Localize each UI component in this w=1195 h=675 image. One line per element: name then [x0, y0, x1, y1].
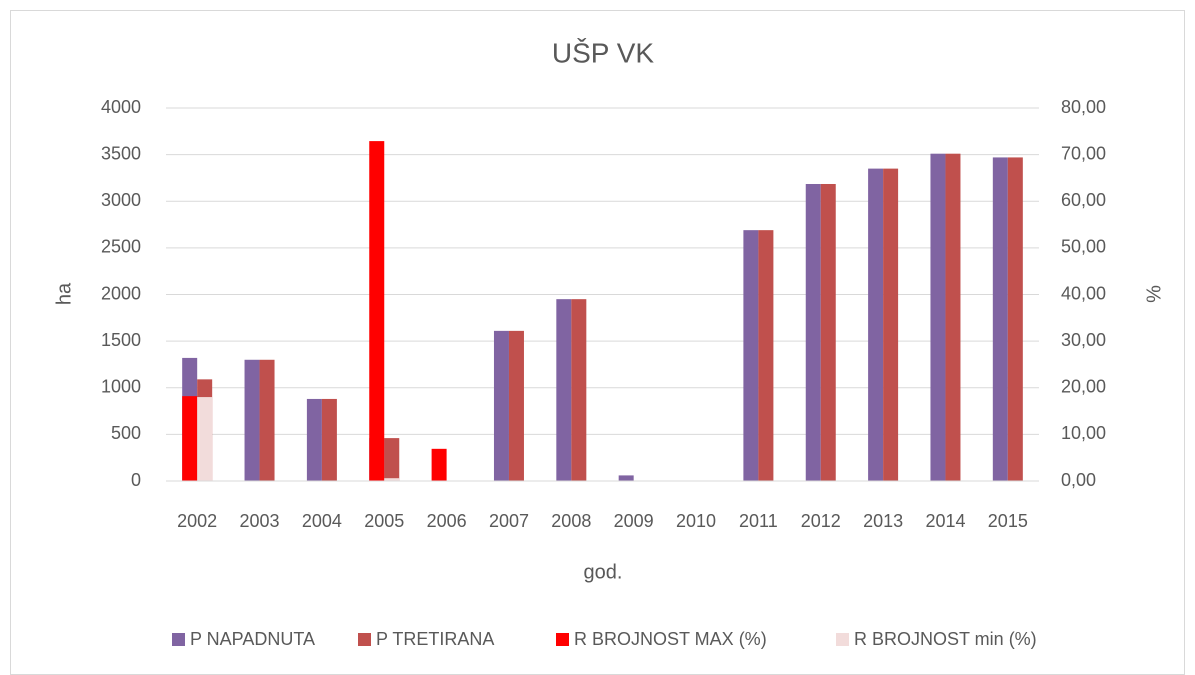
y-tick-label: 3500: [101, 143, 141, 163]
bar: [1007, 157, 1023, 482]
bar: [758, 230, 774, 481]
x-tick-label: 2005: [364, 511, 404, 531]
bar: [805, 183, 821, 481]
bar: [306, 398, 322, 481]
legend-label: P TRETIRANA: [376, 629, 494, 649]
y-axis-title: ha: [53, 282, 75, 305]
bar: [197, 397, 213, 481]
x-tick-label: 2004: [302, 511, 342, 531]
bar: [493, 330, 509, 481]
legend-label: R BROJNOST min (%): [854, 629, 1037, 649]
y2-tick-label: 30,00: [1061, 330, 1106, 350]
bar: [369, 141, 385, 481]
legend-swatch: [836, 633, 849, 646]
y-tick-label: 2500: [101, 237, 141, 257]
y-tick-label: 1000: [101, 377, 141, 397]
bar: [259, 359, 275, 481]
y2-tick-label: 70,00: [1061, 143, 1106, 163]
bar: [321, 398, 337, 481]
x-tick-label: 2010: [676, 511, 716, 531]
y2-tick-label: 50,00: [1061, 237, 1106, 257]
bar: [508, 330, 524, 481]
y-tick-label: 2000: [101, 283, 141, 303]
bar: [883, 168, 899, 482]
bar: [431, 448, 447, 481]
x-tick-label: 2008: [551, 511, 591, 531]
chart-frame: [10, 10, 1185, 675]
bar: [182, 396, 198, 481]
bar: [743, 230, 759, 481]
x-tick-label: 2012: [801, 511, 841, 531]
x-tick-label: 2006: [427, 511, 467, 531]
y-tick-label: 0: [131, 470, 141, 490]
bar: [384, 478, 400, 481]
y2-tick-label: 10,00: [1061, 423, 1106, 443]
y2-tick-label: 0,00: [1061, 470, 1096, 490]
x-tick-label: 2015: [988, 511, 1028, 531]
bar: [618, 475, 634, 481]
chart-title: UŠP VK: [552, 37, 655, 68]
bar: [820, 183, 836, 481]
bar: [384, 438, 400, 481]
y-tick-label: 4000: [101, 97, 141, 117]
x-axis-title: god.: [584, 561, 623, 583]
y2-axis-title: %: [1143, 285, 1165, 303]
bar: [556, 299, 572, 481]
y-tick-label: 1500: [101, 330, 141, 350]
bar: [945, 153, 961, 481]
bar: [992, 157, 1008, 482]
legend-label: P NAPADNUTA: [190, 629, 315, 649]
bar: [930, 153, 946, 481]
y-tick-label: 3000: [101, 190, 141, 210]
x-tick-label: 2002: [177, 511, 217, 531]
x-tick-label: 2009: [614, 511, 654, 531]
x-tick-label: 2011: [739, 511, 778, 531]
legend-swatch: [358, 633, 371, 646]
legend-label: R BROJNOST MAX (%): [574, 629, 767, 649]
legend-swatch: [556, 633, 569, 646]
x-tick-label: 2007: [489, 511, 529, 531]
y2-tick-label: 40,00: [1061, 283, 1106, 303]
x-tick-label: 2003: [240, 511, 280, 531]
legend-swatch: [172, 633, 185, 646]
bar: [571, 299, 587, 481]
bar: [244, 359, 260, 481]
y2-tick-label: 20,00: [1061, 377, 1106, 397]
y2-tick-label: 80,00: [1061, 97, 1106, 117]
y2-tick-label: 60,00: [1061, 190, 1106, 210]
x-tick-label: 2013: [863, 511, 903, 531]
bar: [868, 168, 884, 482]
x-tick-label: 2014: [925, 511, 965, 531]
y-tick-label: 500: [111, 423, 141, 443]
